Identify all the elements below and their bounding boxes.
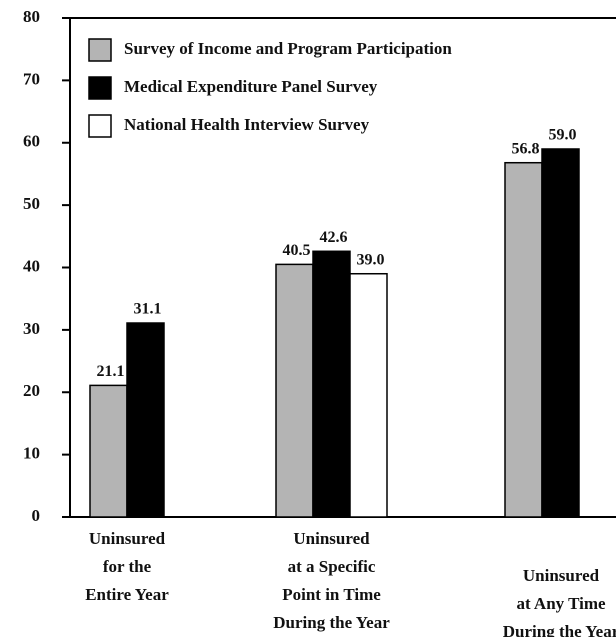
bar (541, 148, 580, 518)
value-label: 21.1 (97, 363, 125, 380)
y-tick-label: 60 (23, 132, 40, 151)
legend-label: Survey of Income and Program Participati… (124, 39, 452, 58)
legend-label: National Health Interview Survey (124, 115, 370, 134)
y-tick-label: 50 (23, 194, 40, 213)
legend-label: Medical Expenditure Panel Survey (124, 77, 378, 96)
bar (126, 322, 165, 518)
x-tick-label: Uninsured at Any Time During the Year (503, 566, 616, 637)
value-label: 31.1 (134, 301, 162, 318)
value-label: 59.0 (549, 127, 577, 144)
y-tick-label: 30 (23, 319, 40, 338)
bar (504, 161, 543, 518)
legend-swatch (88, 114, 112, 138)
legend-swatch (88, 38, 112, 62)
y-tick-label: 0 (32, 506, 41, 525)
x-tick-label: Uninsured at a Specific Point in Time Durin… (273, 529, 390, 632)
y-tick-label: 70 (23, 69, 40, 88)
y-tick-label: 10 (23, 444, 40, 463)
value-label: 42.6 (320, 229, 348, 246)
bar (89, 384, 128, 518)
legend-swatch (88, 76, 112, 100)
bar (312, 250, 351, 518)
value-label: 40.5 (283, 242, 311, 259)
value-label: 56.8 (512, 140, 540, 157)
y-tick-label: 40 (23, 256, 40, 275)
y-tick-label: 20 (23, 381, 40, 400)
bar (349, 272, 388, 518)
x-tick-label: Uninsured for the Entire Year (85, 529, 169, 604)
bar (275, 263, 314, 518)
y-tick-label: 80 (23, 7, 40, 26)
value-label: 39.0 (357, 251, 385, 268)
